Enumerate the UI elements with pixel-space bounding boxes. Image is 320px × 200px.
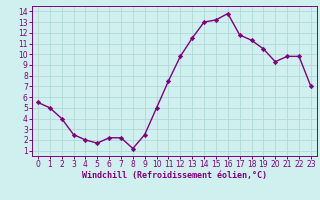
X-axis label: Windchill (Refroidissement éolien,°C): Windchill (Refroidissement éolien,°C)	[82, 171, 267, 180]
